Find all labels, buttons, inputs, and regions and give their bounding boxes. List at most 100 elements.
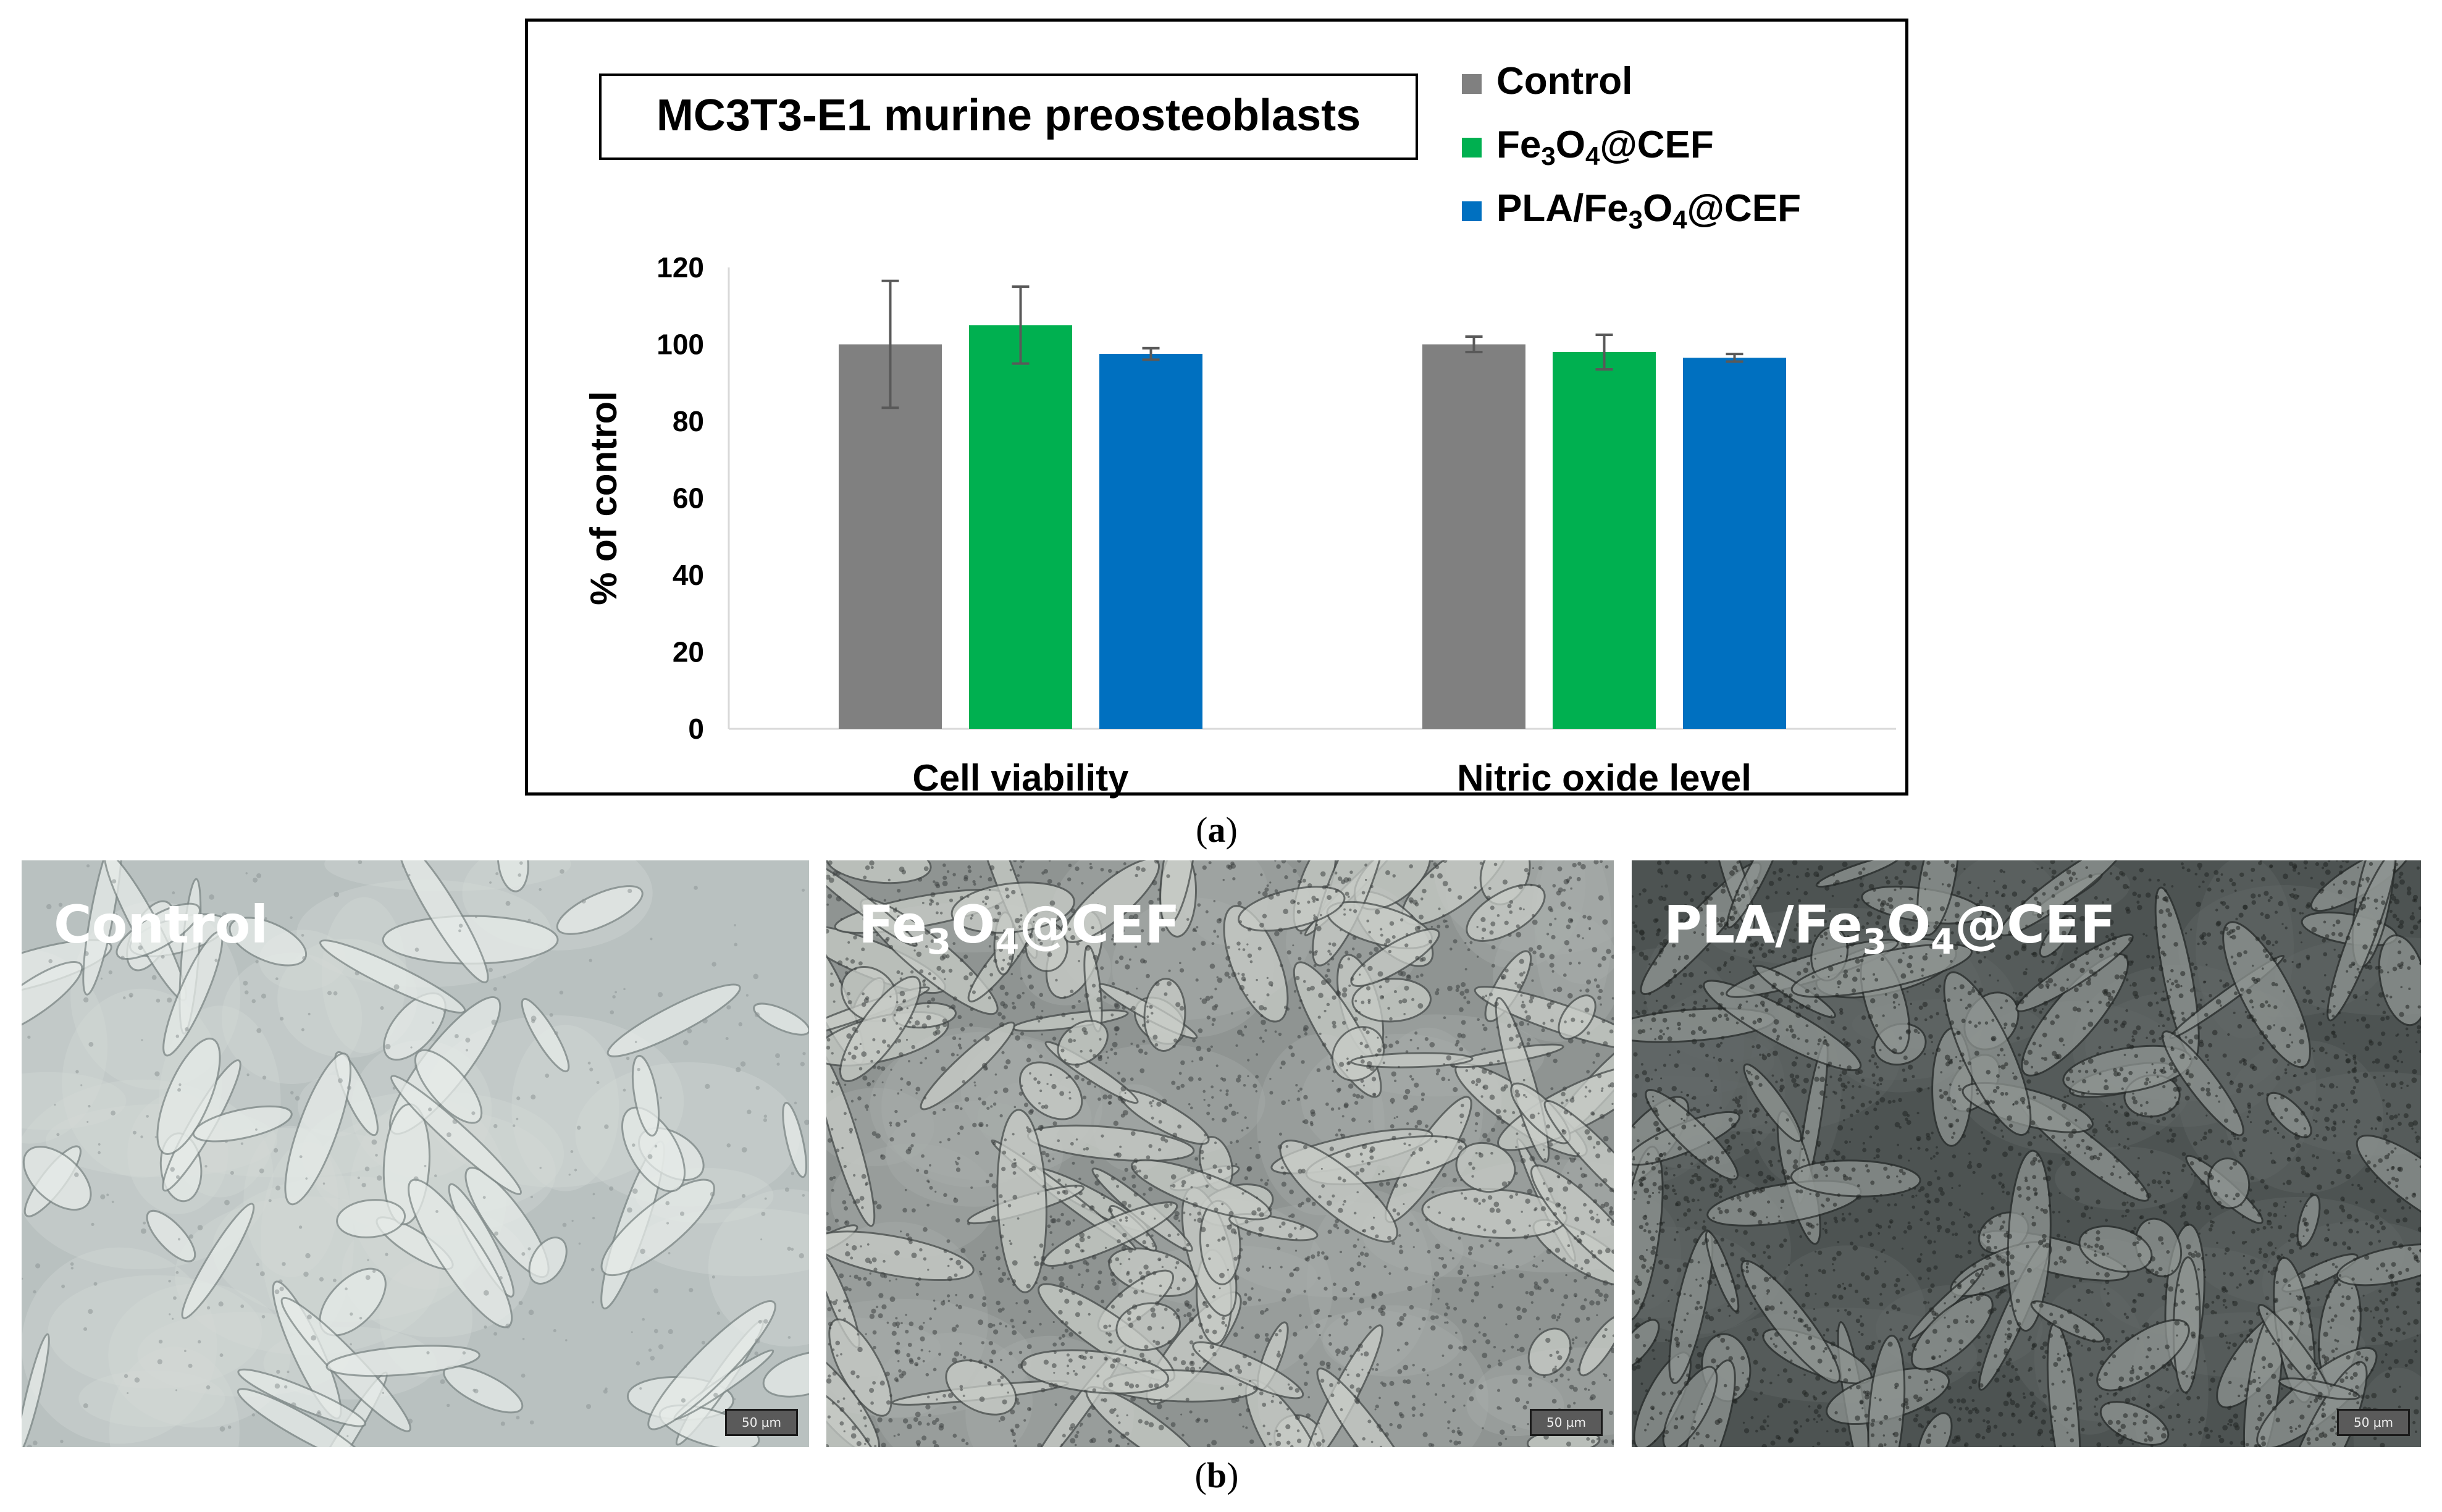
particle-dot [858, 1067, 863, 1071]
particle-dot [1464, 941, 1467, 944]
particle-dot [1451, 1257, 1454, 1260]
particle-dot [1649, 1266, 1653, 1270]
particle-dot [845, 1251, 850, 1257]
particle-dot [928, 972, 931, 976]
particle-dot [1211, 1085, 1214, 1089]
particle-dot [1947, 998, 1951, 1002]
particle-dot [1817, 1250, 1823, 1255]
particle-dot [1733, 1175, 1735, 1177]
particle-dot [1603, 1293, 1609, 1299]
particle-dot [2155, 1131, 2160, 1135]
particle-dot [1651, 1349, 1655, 1352]
label-part: Fe [858, 894, 927, 955]
particle-dot [1030, 912, 1033, 914]
particle-dot [1643, 1228, 1647, 1232]
particle-dot [1596, 1314, 1598, 1317]
cell-body [1466, 883, 1546, 942]
particle-dot [1975, 1088, 1979, 1091]
particle-dot [1070, 1395, 1075, 1400]
particle-dot [2096, 1156, 2100, 1161]
bar [1553, 351, 1656, 729]
particle-dot [1498, 1362, 1503, 1367]
particle-dot [1718, 1014, 1722, 1018]
particle-dot [1807, 939, 1813, 944]
particle-dot [1519, 959, 1524, 964]
particle-dot [957, 886, 960, 889]
particle-dot [1302, 878, 1306, 883]
particle-dot [1729, 971, 1731, 973]
particle-dot [857, 1096, 862, 1101]
particle-dot [1321, 1251, 1325, 1255]
particle-dot [968, 1293, 974, 1299]
particle-dot [849, 1193, 852, 1196]
particle-dot [1825, 1174, 1828, 1177]
particle-dot [2261, 967, 2264, 970]
particle-dot [1266, 976, 1269, 980]
particle-dot [1255, 1090, 1258, 1093]
particle-dot [1522, 1405, 1527, 1410]
particle-dot [1385, 978, 1390, 983]
particle-dot [1152, 1271, 1157, 1275]
particle-dot [1521, 1211, 1523, 1213]
particle-dot [1776, 1001, 1781, 1006]
particle-dot [937, 949, 942, 955]
particle-dot [1310, 1122, 1314, 1127]
particle-dot [1554, 917, 1557, 920]
particle-dot [1087, 1235, 1091, 1239]
particle-dot [278, 1279, 283, 1284]
particle-dot [1899, 1169, 1903, 1173]
particle-dot [1519, 1042, 1524, 1046]
particle-dot [2364, 1356, 2369, 1361]
particle-dot [1339, 1251, 1343, 1254]
particle-dot [1488, 1070, 1493, 1075]
particle-dot [1311, 1111, 1316, 1117]
particle-dot [642, 1317, 645, 1321]
particle-dot [1210, 995, 1214, 999]
bar [1422, 344, 1525, 729]
particle-dot [2375, 965, 2379, 970]
particle-dot [1818, 865, 1824, 871]
particle-dot [1002, 929, 1006, 933]
particle-dot [1408, 897, 1414, 903]
particle-dot [2286, 1179, 2292, 1185]
particle-dot [240, 1304, 245, 1308]
particle-dot [1367, 1161, 1371, 1166]
particle-dot [2190, 1375, 2196, 1380]
particle-dot [1529, 1156, 1535, 1162]
particle-dot [637, 1067, 640, 1072]
particle-dot [1742, 1421, 1745, 1424]
particle-dot [1290, 1213, 1295, 1219]
particle-dot [1485, 994, 1488, 997]
particle-dot [2134, 1173, 2139, 1178]
particle-dot [1800, 1264, 1803, 1267]
particle-dot [2037, 902, 2042, 907]
particle-dot [2009, 930, 2013, 933]
particle-dot [1435, 1288, 1440, 1293]
particle-dot [1936, 1176, 1941, 1180]
particle-dot [1573, 1279, 1577, 1283]
particle-dot [2222, 1304, 2225, 1306]
particle-dot [2157, 946, 2161, 950]
particle-dot [1338, 1128, 1341, 1132]
particle-dot [831, 1401, 835, 1405]
particle-dot [2115, 1432, 2120, 1437]
particle-dot [610, 1010, 615, 1015]
particle-dot [1145, 1233, 1149, 1237]
particle-dot [2369, 1241, 2373, 1246]
particle-dot [1378, 1291, 1383, 1296]
particle-dot [2330, 992, 2335, 998]
particle-dot [1397, 1348, 1400, 1352]
particle-dot [1495, 1208, 1501, 1213]
particle-dot [1478, 1384, 1484, 1390]
particle-dot [1795, 875, 1799, 879]
particle-dot [944, 978, 946, 980]
particle-dot [847, 941, 850, 944]
micrograph-texture [22, 860, 809, 1447]
particle-dot [1570, 887, 1573, 890]
particle-dot [960, 1388, 963, 1392]
particle-dot [2238, 1394, 2241, 1398]
particle-dot [2242, 1136, 2247, 1142]
particle-dot [298, 1225, 303, 1229]
particle-dot [1214, 1208, 1219, 1212]
particle-dot [33, 1290, 36, 1294]
